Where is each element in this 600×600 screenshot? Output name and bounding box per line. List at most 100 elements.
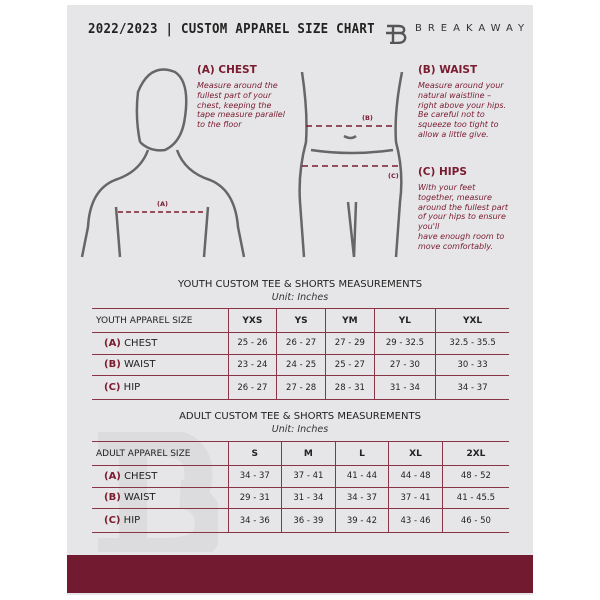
youth-table-title: YOUTH CUSTOM TEE & SHORTS MEASUREMENTS [177,279,423,290]
measurement-value: 27 - 30 [373,353,436,376]
measurement-tag: (B) [104,492,121,504]
size-column-header: YS [276,308,326,333]
waist-text-line: Measure around your [418,81,504,90]
hips-text-line: together, measure [418,192,492,202]
measurement-tag: (B) [104,359,121,371]
measurement-value: 32.5 - 35.5 [435,332,509,355]
measurement-value: 34 - 36 [227,508,282,533]
hips-heading: (C) HIPS [418,166,467,178]
hips-text-line: move comfortably. [418,241,493,251]
measurement-value: 25 - 26 [227,332,277,355]
hips-marker: (C) [388,172,399,180]
measurement-value: 46 - 50 [441,508,509,533]
size-column-header: YXL [435,308,509,333]
waist-text-line: right above your hips. [418,100,507,110]
measurement-value: 25 - 27 [324,353,375,376]
measurement-value: 23 - 24 [227,353,277,376]
measurement-value: 27 - 29 [324,332,375,355]
measurement-value: 26 - 27 [227,375,277,400]
footer-bar [67,555,533,593]
chest-heading: (A) CHEST [197,64,257,76]
hips-text-line: With your feet [418,183,476,192]
measurement-label: (B) WAIST [92,486,228,509]
measurement-label: (A) CHEST [92,465,228,488]
measurement-value: 27 - 28 [276,375,326,400]
measurement-value: 31 - 34 [281,486,336,509]
chest-text-line: chest, keeping the [197,100,272,110]
chest-marker: (A) [157,200,168,208]
waist-marker: (B) [362,114,373,122]
measurement-value: 31 - 34 [373,375,436,400]
breakaway-logo-icon [386,24,407,44]
measurement-name: HIP [123,382,141,393]
measurement-tag: (A) [104,470,121,482]
waist-text-line: natural waistline – [418,90,492,100]
waist-instructions: (B) WAIST Measure around your natural wa… [418,64,506,140]
youth-unit-label: Unit: Inches [271,292,329,303]
measurement-name: WAIST [123,492,156,504]
table-row: (C) HIP 26 - 27 27 - 28 28 - 31 31 - 34 34 - … [92,375,509,400]
measurement-value: 24 - 25 [276,353,326,376]
measurement-tag: (A) [104,337,121,349]
measurement-value: 43 - 46 [388,508,443,533]
size-column-header: 2XL [441,441,509,466]
measurement-value: 36 - 39 [281,508,336,533]
adult-table-title: ADULT CUSTOM TEE & SHORTS MEASUREMENTS [179,411,421,422]
measurement-label: (B) WAIST [92,353,228,376]
chest-text-line: tape measure parallel [197,110,285,120]
measurement-name: CHEST [124,337,158,349]
page-title: 2022/2023 | CUSTOM APPAREL SIZE CHART [88,21,375,37]
waist-text-line: squeeze too tight to [418,120,499,130]
size-column-header: YM [324,308,375,333]
upper-body-figure-icon [80,68,246,258]
measurement-value: 34 - 37 [227,465,282,488]
waist-text-line: Be careful not to [418,110,485,120]
table-row: (A) CHEST 25 - 26 26 - 27 27 - 29 29 - 32.5 3… [92,332,509,355]
table-row: (B) WAIST 29 - 31 31 - 34 34 - 37 37 - 41 41 … [92,486,509,509]
measurement-tag: (C) [104,382,121,393]
waist-heading: (B) WAIST [418,64,478,76]
size-column-header: M [281,441,336,466]
hips-text-line: you'll [418,222,440,232]
size-label-header: YOUTH APPAREL SIZE [92,308,228,333]
table-row: (B) WAIST 23 - 24 24 - 25 25 - 27 27 - 30 30 … [92,353,509,376]
hips-text-line: have enough room to [418,231,505,241]
measurement-label: (A) CHEST [92,332,228,355]
table-row: (C) HIP 34 - 36 36 - 39 39 - 42 43 - 46 46 - … [92,508,509,533]
measurement-name: WAIST [123,359,156,371]
measurement-value: 34 - 37 [435,375,509,400]
youth-size-table: YOUTH APPAREL SIZE YXS YS YM YL YXL (A) CHEST 2… [92,308,509,400]
brand-name: BREAKAWAY [415,23,531,34]
chest-text-line: to the floor [197,120,242,130]
measurement-value: 29 - 31 [227,486,282,509]
measurement-value: 34 - 37 [334,486,389,509]
hips-text-line: around the fullest part [418,202,509,212]
measurement-label: (C) HIP [92,508,228,533]
measurement-value: 30 - 33 [435,353,509,376]
measurement-value: 41 - 44 [334,465,389,488]
table-row: (A) CHEST 34 - 37 37 - 41 41 - 44 44 - 48 48 … [92,465,509,488]
chest-text-line: Measure around the [197,81,278,90]
chest-instructions: (A) CHEST Measure around the fullest par… [197,64,285,130]
hips-instructions: (C) HIPS With your feet together, measur… [418,166,508,252]
adult-unit-label: Unit: Inches [271,424,329,435]
measurement-label: (C) HIP [92,375,228,400]
measurement-value: 37 - 41 [281,465,336,488]
size-column-header: YL [373,308,436,333]
measurement-value: 29 - 32.5 [373,332,436,355]
table-header-row: ADULT APPAREL SIZE S M L XL 2XL [92,441,509,466]
measurement-value: 44 - 48 [388,465,443,488]
chest-text-line: fullest part of your [197,90,272,100]
hips-text-line: of your hips to ensure [418,212,506,222]
size-column-header: XL [388,441,443,466]
waist-text-line: allow a little give. [418,129,489,139]
size-column-header: YXS [227,308,277,333]
measurement-tag: (C) [104,515,121,526]
measurement-value: 41 - 45.5 [441,486,509,509]
measurement-value: 37 - 41 [388,486,443,509]
torso-figure-icon [298,72,404,258]
size-column-header: L [334,441,389,466]
measurement-value: 39 - 42 [334,508,389,533]
size-label-header: ADULT APPAREL SIZE [92,441,228,466]
measurement-name: CHEST [124,470,158,482]
